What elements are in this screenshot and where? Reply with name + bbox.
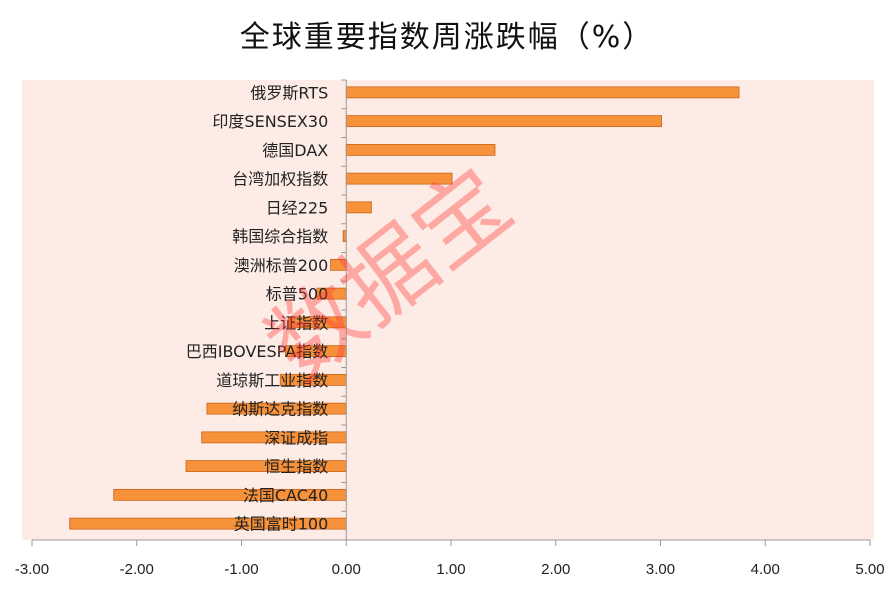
x-tick-label-3: 0.00 [332,561,361,578]
category-label-0: 俄罗斯RTS [250,83,328,102]
category-label-14: 法国CAC40 [243,486,328,505]
category-label-13: 恒生指数 [264,457,328,476]
category-label-5: 韩国综合指数 [232,227,328,246]
bar-4 [345,201,372,214]
bar-2 [345,143,496,156]
chart-title: 全球重要指数周涨跌幅（%） [239,20,655,55]
category-label-8: 上证指数 [264,313,328,332]
plot-background [22,80,874,540]
category-label-4: 日经225 [266,198,329,217]
bars-group [69,86,740,530]
x-tick-label-0: -3.00 [15,561,49,578]
category-label-11: 纳斯达克指数 [232,400,328,419]
category-label-3: 台湾加权指数 [232,170,328,189]
category-label-7: 标普500 [266,285,329,304]
category-label-1: 印度SENSEX30 [212,112,328,131]
bar-1 [345,115,662,128]
x-tick-label-7: 4.00 [751,561,780,578]
axes-group: -3.00 -2.00 -1.00 0.00 1.00 2.00 3.00 4.00 5.00 [15,79,885,578]
x-tick-label-5: 2.00 [541,561,570,578]
x-tick-label-2: -1.00 [224,561,258,578]
x-tick-label-6: 3.00 [646,561,675,578]
category-label-10: 道琼斯工业指数 [216,371,328,390]
category-label-12: 深证成指 [264,428,328,447]
x-tick-label-4: 1.00 [436,561,465,578]
x-tick-label-8: 5.00 [855,561,884,578]
category-label-9: 巴西IBOVESPA指数 [186,342,329,361]
bar-0 [345,86,740,99]
category-label-15: 英国富时100 [234,515,329,534]
x-tick-label-1: -2.00 [120,561,154,578]
category-label-6: 澳洲标普200 [234,256,329,275]
category-label-2: 德国DAX [262,141,328,160]
